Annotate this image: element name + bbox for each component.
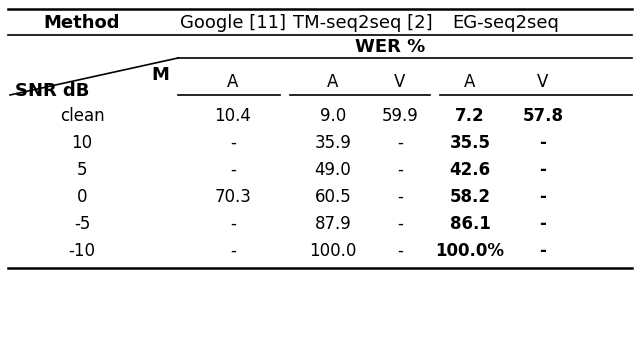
Text: M: M bbox=[151, 66, 169, 84]
Text: Method: Method bbox=[44, 14, 120, 32]
Text: 35.5: 35.5 bbox=[449, 134, 490, 152]
Text: -: - bbox=[397, 134, 403, 152]
Text: A: A bbox=[327, 73, 339, 91]
Text: V: V bbox=[394, 73, 406, 91]
Text: 10: 10 bbox=[72, 134, 93, 152]
Text: -: - bbox=[230, 134, 236, 152]
Text: 58.2: 58.2 bbox=[449, 188, 490, 206]
Text: -10: -10 bbox=[68, 242, 95, 260]
Text: WER %: WER % bbox=[355, 38, 425, 56]
Text: -: - bbox=[397, 242, 403, 260]
Text: 10.4: 10.4 bbox=[214, 107, 252, 125]
Text: -: - bbox=[230, 161, 236, 179]
Text: A: A bbox=[227, 73, 239, 91]
Text: A: A bbox=[464, 73, 476, 91]
Text: -: - bbox=[540, 161, 547, 179]
Text: -: - bbox=[397, 215, 403, 233]
Text: -: - bbox=[397, 161, 403, 179]
Text: -: - bbox=[230, 242, 236, 260]
Text: 100.0: 100.0 bbox=[309, 242, 356, 260]
Text: 86.1: 86.1 bbox=[449, 215, 490, 233]
Text: -: - bbox=[540, 134, 547, 152]
Text: 9.0: 9.0 bbox=[320, 107, 346, 125]
Text: 42.6: 42.6 bbox=[449, 161, 491, 179]
Text: 87.9: 87.9 bbox=[315, 215, 351, 233]
Text: 7.2: 7.2 bbox=[455, 107, 485, 125]
Text: -: - bbox=[230, 215, 236, 233]
Text: -: - bbox=[540, 215, 547, 233]
Text: TM-seq2seq [2]: TM-seq2seq [2] bbox=[293, 14, 433, 32]
Text: 100.0%: 100.0% bbox=[435, 242, 504, 260]
Text: -: - bbox=[540, 242, 547, 260]
Text: EG-seq2seq: EG-seq2seq bbox=[452, 14, 559, 32]
Text: 60.5: 60.5 bbox=[315, 188, 351, 206]
Text: 0: 0 bbox=[77, 188, 87, 206]
Text: V: V bbox=[538, 73, 548, 91]
Text: 59.9: 59.9 bbox=[381, 107, 419, 125]
Text: Google [11]: Google [11] bbox=[180, 14, 286, 32]
Text: 49.0: 49.0 bbox=[315, 161, 351, 179]
Text: -: - bbox=[397, 188, 403, 206]
Text: clean: clean bbox=[60, 107, 104, 125]
Text: SNR dB: SNR dB bbox=[15, 82, 90, 100]
Text: 57.8: 57.8 bbox=[522, 107, 563, 125]
Text: 35.9: 35.9 bbox=[315, 134, 351, 152]
Text: 5: 5 bbox=[77, 161, 87, 179]
Text: -5: -5 bbox=[74, 215, 90, 233]
Text: 70.3: 70.3 bbox=[214, 188, 252, 206]
Text: -: - bbox=[540, 188, 547, 206]
